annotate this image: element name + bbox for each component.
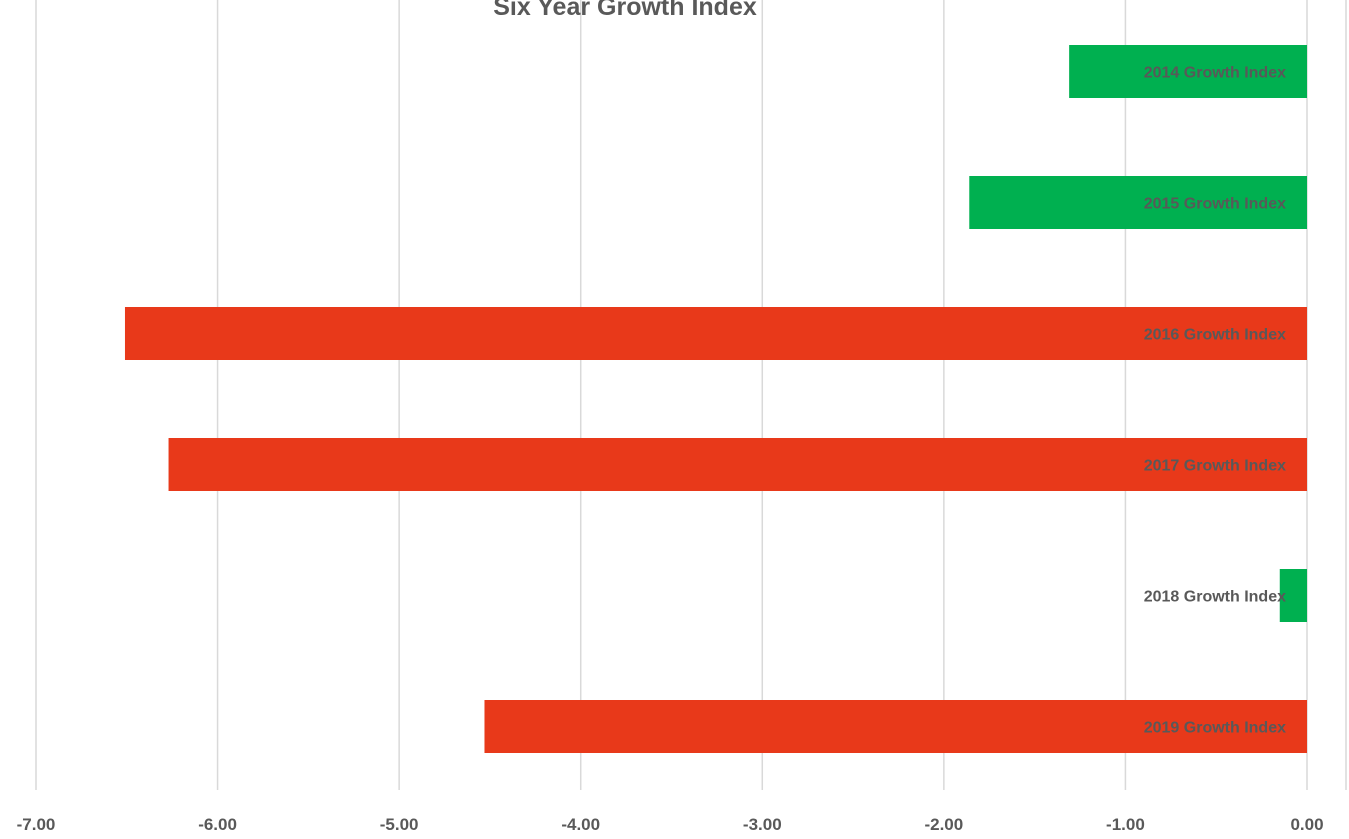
x-tick-label: -4.00 — [561, 815, 600, 834]
bar — [969, 176, 1307, 229]
bar — [1279, 569, 1307, 622]
x-tick-label: -1.00 — [1106, 815, 1145, 834]
x-tick-label: -7.00 — [17, 815, 56, 834]
x-tick-label: -6.00 — [198, 815, 237, 834]
bar-category-label: 2017 Growth Index — [1144, 458, 1286, 475]
bar-category-label: 2018 Growth Index — [1144, 589, 1286, 606]
bar — [484, 700, 1307, 753]
x-tick-label: -2.00 — [924, 815, 963, 834]
bar-category-label: 2014 Growth Index — [1144, 65, 1286, 82]
bar-labels: 2014 Growth Index 2015 Growth Index 2016 G… — [1144, 65, 1286, 737]
gridlines — [35, 0, 1347, 790]
x-tick-label: -3.00 — [743, 815, 782, 834]
bar — [168, 438, 1308, 491]
x-tick-label: 0.00 — [1290, 815, 1323, 834]
x-axis-tick-labels: -7.00 -6.00 -5.00 -4.00 -3.00 -2.00 -1.00 0.00 — [17, 815, 1324, 834]
bar-category-label: 2016 Growth Index — [1144, 327, 1286, 344]
chart-title: Six Year Growth Index — [493, 0, 757, 21]
bar — [1069, 45, 1307, 98]
bar — [124, 307, 1308, 360]
x-tick-label: -5.00 — [380, 815, 419, 834]
bar-category-label: 2019 Growth Index — [1144, 720, 1286, 737]
bars — [124, 45, 1308, 753]
bar-category-label: 2015 Growth Index — [1144, 196, 1286, 213]
